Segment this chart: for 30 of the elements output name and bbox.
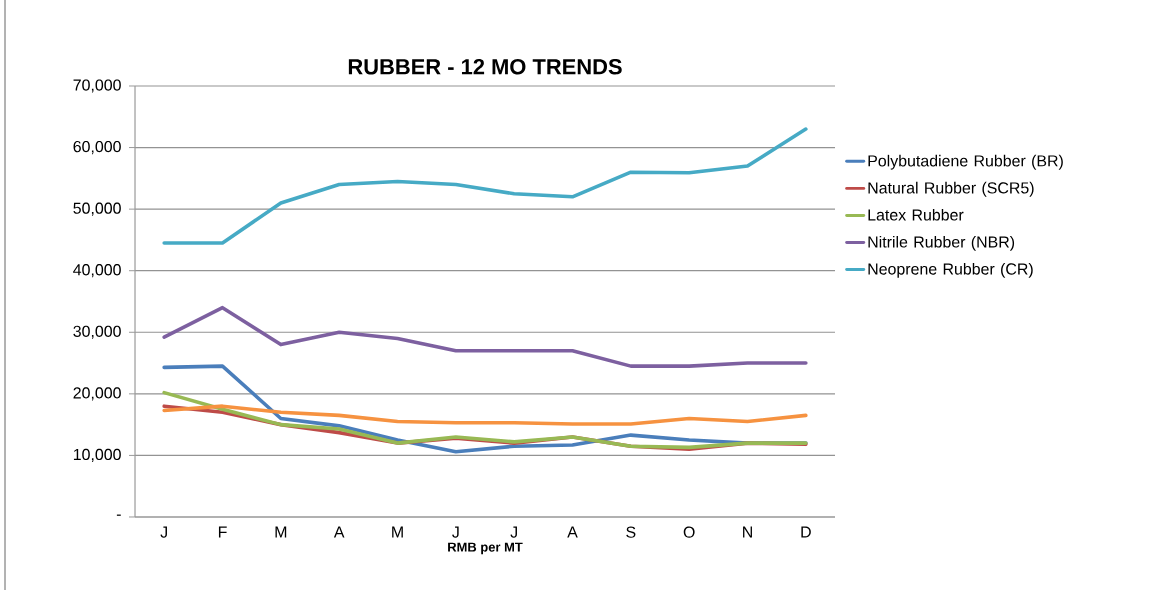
chart-title: RUBBER - 12 MO TRENDS [348, 58, 622, 75]
x-tick-label: M [275, 526, 287, 538]
x-tick-label: O [683, 526, 695, 538]
legend-label: Nitrile Rubber (NBR) [868, 235, 1015, 251]
y-tick-label: 30,000 [73, 325, 121, 339]
line-series [162, 404, 808, 426]
x-axis-title: RMB per MT [448, 542, 523, 555]
y-tick-label: 10,000 [73, 448, 121, 462]
line-series [162, 390, 808, 450]
y-tick-label: 20,000 [73, 387, 121, 401]
x-tick-label: N [743, 526, 752, 538]
y-tick-label: 40,000 [73, 264, 121, 278]
y-tick-label: 50,000 [73, 202, 121, 216]
x-tick-label: J [160, 526, 167, 538]
x-tick-label: S [626, 526, 636, 538]
y-tick-label: 70,000 [73, 79, 121, 93]
x-tick-label: F [218, 526, 227, 538]
x-tick-label: A [567, 526, 578, 538]
x-tick-label: J [510, 526, 517, 538]
legend-label: Polybutadiene Rubber (BR) [868, 154, 1063, 170]
x-tick-label: M [392, 526, 403, 538]
y-tick-label: - [116, 514, 121, 516]
legend-label: Latex Rubber [868, 208, 964, 221]
line-series [162, 127, 808, 245]
y-tick-label: 60,000 [73, 140, 121, 155]
x-tick-label: A [333, 526, 345, 538]
x-tick-label: D [801, 526, 811, 538]
x-tick-label: J [452, 526, 459, 538]
legend-label: Natural Rubber (SCR5) [868, 181, 1034, 197]
legend-label: Neoprene Rubber (CR) [868, 262, 1033, 278]
